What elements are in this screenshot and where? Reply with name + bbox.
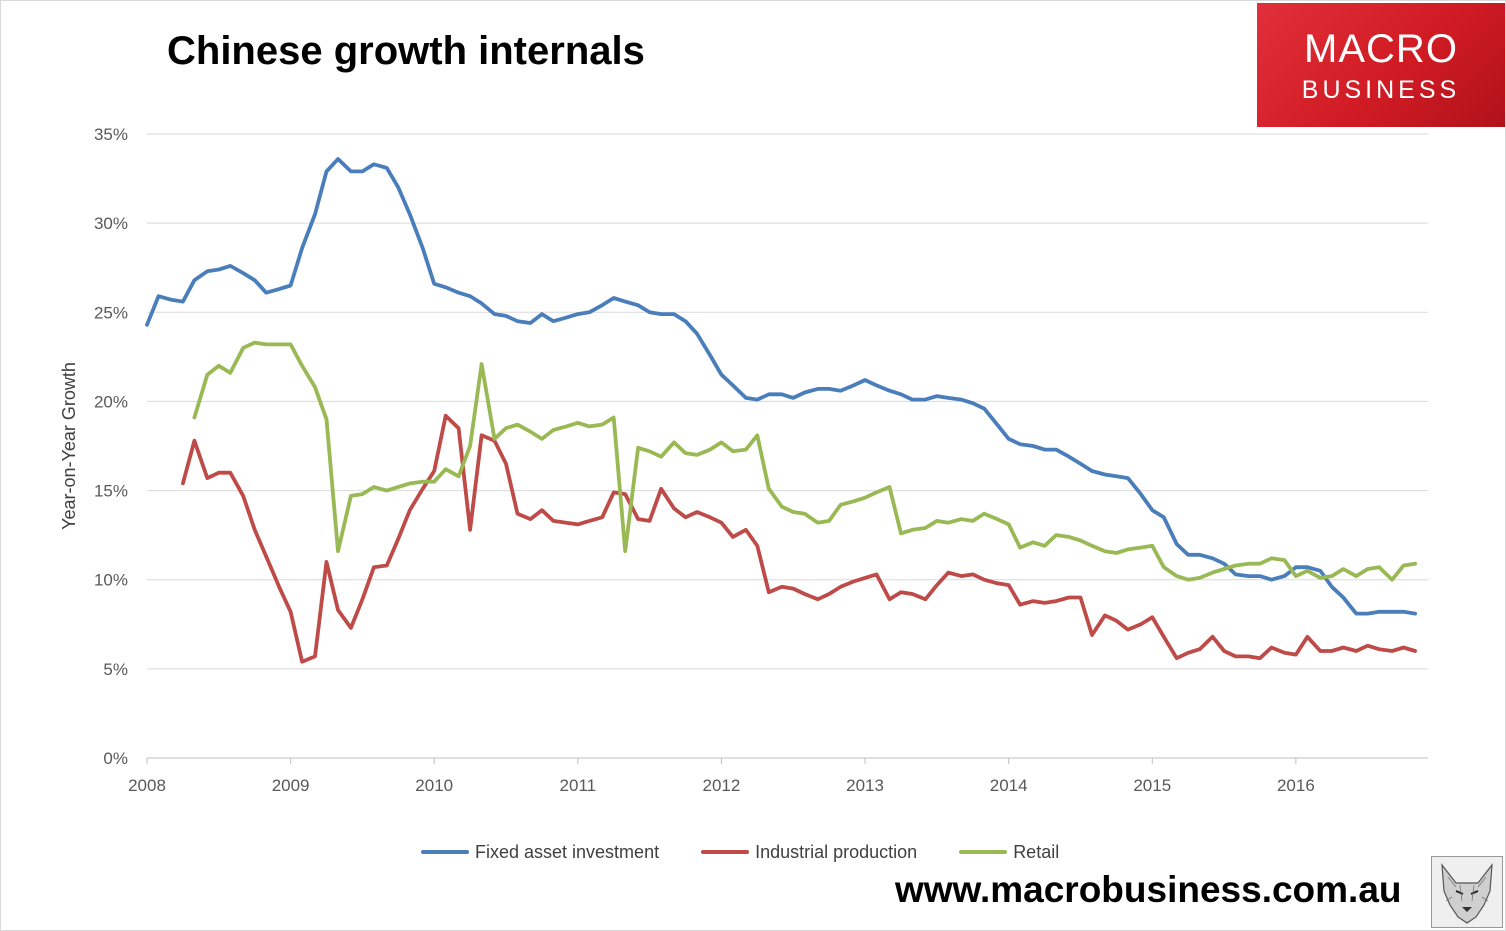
gridlines (146, 133, 1428, 764)
y-tick-label: 25% (94, 303, 128, 322)
website-url: www.macrobusiness.com.au (895, 869, 1402, 910)
legend-label-fixed-asset-investment: Fixed asset investment (475, 841, 660, 862)
x-tick-label: 2012 (703, 776, 741, 795)
legend-swatch-industrial-production (701, 850, 750, 854)
x-tick-label: 2009 (272, 776, 310, 795)
x-tick-label: 2010 (415, 776, 453, 795)
logo-line-2: BUSINESS (1301, 76, 1461, 104)
y-tick-label: 30% (94, 214, 128, 233)
legend-item-retail: Retail (959, 842, 1059, 863)
y-tick-label: 35% (94, 125, 128, 144)
x-tick-label: 2016 (1277, 776, 1315, 795)
x-tick-label: 2014 (990, 776, 1028, 795)
x-tick-label: 2011 (560, 776, 597, 795)
legend-item-fixed-asset-investment: Fixed asset investment (421, 842, 659, 863)
chart-title: Chinese growth internals (167, 29, 645, 73)
legend: Fixed asset investment Industrial produc… (421, 839, 1101, 865)
legend-item-industrial-production: Industrial production (701, 842, 917, 863)
series-line-industrial-production (180, 413, 1417, 664)
legend-swatch-retail (959, 850, 1008, 854)
x-axis-tick-labels: 2008 2009 2010 2011 2012 2013 2014 2015 2016 (128, 776, 1315, 795)
legend-label-retail: Retail (1013, 841, 1060, 862)
y-tick-label: 10% (94, 571, 128, 590)
y-axis-tick-labels: 0% 5% 10% 15% 20% 25% 30% 35% (94, 125, 128, 768)
wolf-mascot-image (1431, 856, 1503, 928)
logo-line-1: MACRO (1304, 27, 1458, 71)
y-tick-label: 5% (103, 660, 128, 679)
legend-label-industrial-production: Industrial production (755, 841, 918, 862)
x-tick-label: 2013 (846, 776, 884, 795)
y-tick-label: 0% (103, 749, 128, 768)
series-line-fixed-asset-investment (145, 157, 1417, 616)
series-lines (145, 157, 1417, 664)
y-axis-label: Year-on-Year Growth (59, 362, 79, 530)
y-tick-label: 20% (94, 392, 128, 411)
legend-swatch-fixed-asset-investment (421, 850, 469, 854)
x-tick-label: 2015 (1133, 776, 1171, 795)
x-tick-label: 2008 (128, 776, 166, 795)
y-tick-label: 15% (94, 482, 128, 501)
macro-business-logo: MACRO BUSINESS (1257, 3, 1505, 127)
series-line-retail (192, 340, 1417, 582)
